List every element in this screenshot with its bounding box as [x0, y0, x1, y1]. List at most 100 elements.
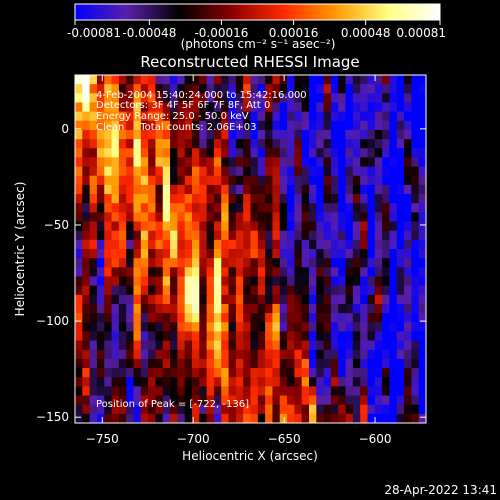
heatmap-cell — [404, 184, 412, 195]
heatmap-cell — [301, 212, 310, 222]
heatmap-cell — [404, 120, 412, 131]
heatmap-cell — [389, 75, 398, 85]
heatmap-cell — [111, 212, 120, 222]
heatmap-cell — [345, 84, 354, 94]
heatmap-cell — [272, 404, 281, 415]
heatmap-cell — [323, 349, 332, 360]
heatmap-cell — [257, 267, 266, 277]
heatmap-cell — [272, 203, 281, 213]
heatmap-cell — [404, 322, 412, 332]
heatmap-cell — [170, 157, 178, 167]
heatmap-cell — [316, 93, 325, 103]
heatmap-cell — [192, 267, 200, 277]
heatmap-cell — [374, 194, 383, 204]
heatmap-cell — [96, 368, 105, 378]
heatmap-cell — [265, 267, 273, 277]
heatmap-cell — [316, 294, 325, 305]
heatmap-cell — [148, 175, 156, 186]
heatmap-cell — [104, 377, 112, 387]
heatmap-cell — [221, 313, 229, 323]
colorbar-tick-label: 0.00016 — [269, 26, 319, 40]
heatmap-cell — [75, 386, 83, 396]
heatmap-cell — [404, 221, 412, 232]
heatmap-cell — [140, 258, 149, 268]
heatmap-cell — [243, 322, 251, 332]
heatmap-cell — [133, 386, 142, 396]
heatmap-cell — [396, 349, 405, 360]
heatmap-cell — [404, 194, 412, 204]
heatmap-cell — [111, 303, 120, 314]
heatmap-cell — [133, 303, 142, 314]
heatmap-cell — [294, 184, 303, 195]
heatmap-cell — [294, 249, 303, 259]
heatmap-cell — [309, 84, 317, 94]
heatmap-cell — [301, 267, 310, 277]
heatmap-cell — [265, 93, 273, 103]
heatmap-cell — [396, 84, 405, 94]
heatmap-cell — [389, 194, 398, 204]
heatmap-cell — [75, 303, 83, 314]
heatmap-cell — [360, 212, 368, 222]
heatmap-cell — [265, 194, 273, 204]
heatmap-cell — [309, 258, 317, 268]
heatmap-cell — [367, 203, 376, 213]
heatmap-cell — [126, 239, 134, 250]
heatmap-cell — [89, 93, 98, 103]
heatmap-cell — [111, 102, 120, 113]
heatmap-cell — [221, 129, 229, 140]
heatmap-cell — [228, 212, 237, 222]
heatmap-cell — [374, 258, 383, 268]
heatmap-cell — [301, 175, 310, 186]
heatmap-cell — [243, 404, 251, 415]
heatmap-cell — [374, 84, 383, 94]
heatmap-cell — [404, 294, 412, 305]
heatmap-cell — [250, 84, 259, 94]
heatmap-cell — [235, 93, 244, 103]
heatmap-cell — [418, 166, 426, 177]
heatmap-cell — [316, 139, 325, 149]
heatmap-cell — [301, 404, 310, 415]
heatmap-cell — [330, 194, 339, 204]
heatmap-cell — [228, 221, 237, 232]
heatmap-cell — [279, 368, 288, 378]
heatmap-cell — [82, 84, 91, 94]
heatmap-cell — [206, 413, 215, 423]
heatmap-cell — [221, 249, 229, 259]
heatmap-cell — [235, 322, 244, 332]
heatmap-cell — [279, 322, 288, 332]
heatmap-cell — [89, 129, 98, 140]
heatmap-cell — [257, 111, 266, 122]
heatmap-cell — [382, 221, 390, 232]
heatmap-cell — [213, 166, 222, 177]
heatmap-cell — [118, 413, 127, 423]
heatmap-cell — [221, 349, 229, 360]
heatmap-cell — [250, 249, 259, 259]
heatmap-cell — [228, 276, 237, 287]
heatmap-cell — [221, 111, 229, 122]
heatmap-cell — [404, 349, 412, 360]
heatmap-cell — [250, 303, 259, 314]
heatmap-cell — [279, 175, 288, 186]
heatmap-cell — [104, 148, 112, 158]
heatmap-cell — [382, 340, 390, 351]
heatmap-cell — [155, 212, 164, 222]
heatmap-cell — [367, 75, 376, 85]
heatmap-cell — [418, 322, 426, 332]
heatmap-cell — [316, 111, 325, 122]
heatmap-cell — [382, 349, 390, 360]
heatmap-cell — [206, 285, 215, 296]
heatmap-cell — [82, 93, 91, 103]
heatmap-cell — [235, 377, 244, 387]
heatmap-cell — [309, 313, 317, 323]
heatmap-cell — [411, 285, 420, 296]
heatmap-cell — [162, 340, 171, 351]
heatmap-cell — [148, 84, 156, 94]
heatmap-cell — [360, 239, 368, 250]
heatmap-cell — [199, 194, 208, 204]
heatmap-cell — [162, 212, 171, 222]
heatmap-cell — [257, 166, 266, 177]
heatmap-cell — [309, 331, 317, 341]
heatmap-cell — [243, 175, 251, 186]
heatmap-cell — [404, 395, 412, 406]
heatmap-cell — [265, 386, 273, 396]
